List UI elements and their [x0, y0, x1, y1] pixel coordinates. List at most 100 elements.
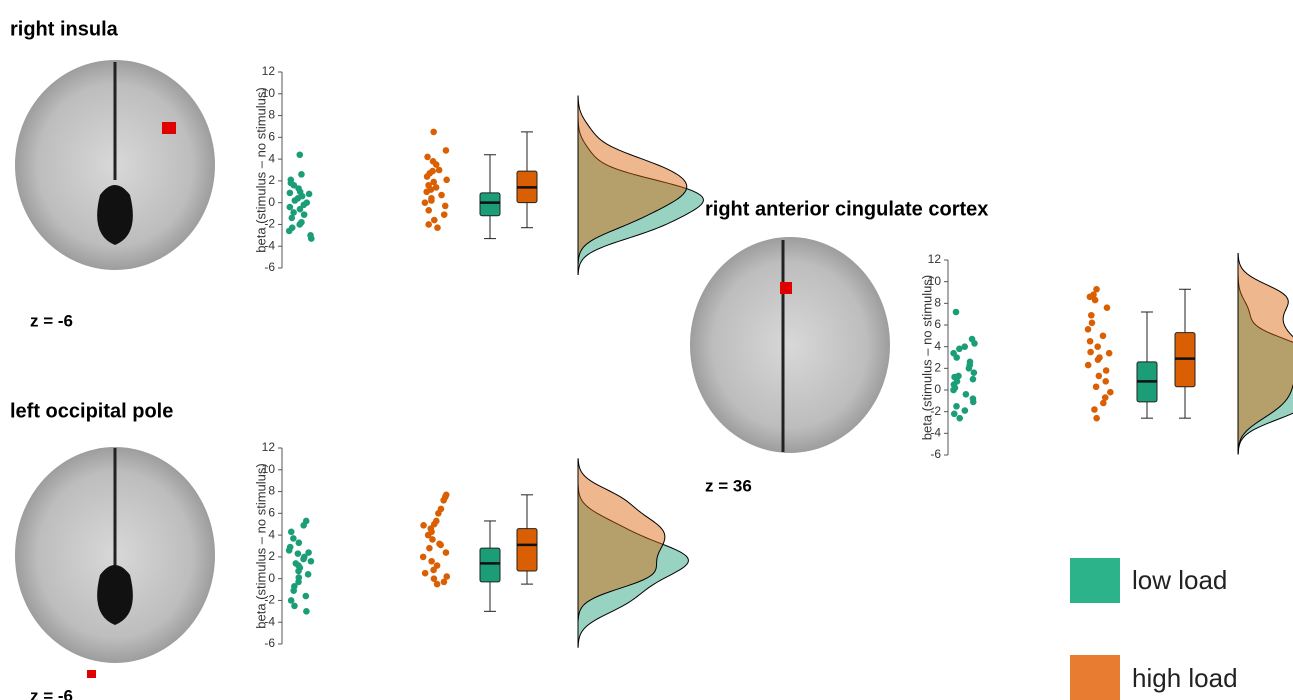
data-point — [951, 374, 958, 381]
data-point — [305, 571, 312, 578]
data-point — [441, 579, 448, 586]
data-point — [971, 369, 978, 376]
y-tick-label: -4 — [930, 426, 941, 440]
y-tick-label: 8 — [934, 296, 941, 310]
panel-title: left occipital pole — [10, 400, 173, 422]
brain-slice — [15, 60, 215, 270]
legend-swatch — [1070, 655, 1120, 700]
data-point — [970, 376, 977, 383]
data-point — [301, 211, 308, 218]
y-tick-label: -6 — [930, 447, 941, 461]
y-tick-label: -6 — [264, 636, 275, 650]
data-point — [425, 221, 432, 228]
slice-label: z = -6 — [30, 686, 73, 700]
data-point — [295, 568, 302, 575]
data-point — [953, 354, 960, 361]
data-point — [438, 192, 445, 199]
y-tick-label: 4 — [934, 339, 941, 353]
legend-label: high load — [1132, 663, 1238, 693]
data-point — [423, 188, 430, 195]
data-point — [425, 207, 432, 214]
data-point — [288, 215, 295, 222]
data-point — [971, 340, 978, 347]
y-tick-label: -6 — [264, 260, 275, 274]
data-point — [1102, 378, 1109, 385]
box — [480, 193, 500, 216]
figure: right insulaz = -6beta (stimulus – no st… — [0, 0, 1293, 700]
data-point — [443, 147, 450, 154]
data-point — [1104, 304, 1111, 311]
data-point — [429, 536, 436, 543]
data-point — [1087, 294, 1094, 301]
data-point — [288, 529, 295, 536]
data-point — [953, 309, 960, 316]
y-tick-label: 6 — [268, 506, 275, 520]
y-tick-label: 2 — [268, 549, 275, 563]
data-point — [286, 547, 293, 554]
data-point — [953, 403, 960, 410]
y-tick-label: -2 — [930, 404, 941, 418]
data-point — [434, 581, 441, 588]
data-point — [422, 570, 429, 577]
data-point — [290, 587, 297, 594]
data-point — [1094, 343, 1101, 350]
data-point — [298, 171, 305, 178]
y-tick-label: -2 — [264, 217, 275, 231]
data-point — [300, 556, 307, 563]
data-point — [962, 407, 969, 414]
brain-slice — [690, 237, 890, 453]
data-point — [287, 190, 294, 197]
slice-label: z = 36 — [705, 476, 752, 495]
data-point — [420, 522, 427, 529]
data-point — [950, 387, 957, 394]
y-tick-label: 10 — [262, 462, 276, 476]
data-point — [1103, 367, 1110, 374]
y-tick-label: 12 — [262, 64, 276, 78]
data-point — [430, 567, 437, 574]
data-point — [431, 217, 438, 224]
data-point — [1089, 320, 1096, 327]
y-tick-label: 0 — [268, 195, 275, 209]
y-tick-label: 2 — [268, 173, 275, 187]
y-tick-label: 10 — [262, 86, 276, 100]
y-tick-label: 8 — [268, 108, 275, 122]
data-point — [308, 558, 315, 565]
data-point — [303, 608, 310, 615]
data-point — [1091, 406, 1098, 413]
data-point — [424, 154, 431, 161]
data-point — [303, 593, 310, 600]
data-point — [420, 554, 427, 561]
data-point — [434, 224, 441, 231]
legend-label: low load — [1132, 565, 1227, 595]
data-point — [296, 151, 303, 158]
box — [517, 529, 537, 571]
y-tick-label: -4 — [264, 238, 275, 252]
data-point — [286, 228, 293, 235]
legend-swatch — [1070, 558, 1120, 603]
data-point — [295, 550, 302, 557]
data-point — [308, 235, 315, 242]
data-point — [1088, 312, 1095, 319]
data-point — [1093, 383, 1100, 390]
y-tick-label: 12 — [928, 252, 942, 266]
y-tick-label: 2 — [934, 361, 941, 375]
slice-label: z = -6 — [30, 311, 73, 330]
y-tick-label: 10 — [928, 274, 942, 288]
data-point — [424, 173, 431, 180]
data-point — [291, 603, 298, 610]
brain-slice — [15, 447, 215, 678]
data-point — [287, 204, 294, 211]
data-point — [426, 545, 433, 552]
data-point — [306, 191, 313, 198]
data-point — [428, 558, 435, 565]
data-point — [428, 197, 435, 204]
data-point — [429, 168, 436, 175]
y-tick-label: 0 — [934, 382, 941, 396]
data-point — [296, 221, 303, 228]
data-point — [435, 510, 442, 517]
y-tick-label: 8 — [268, 484, 275, 498]
panel-title: right insula — [10, 18, 119, 40]
data-point — [1087, 349, 1094, 356]
y-tick-label: -4 — [264, 614, 275, 628]
data-point — [288, 180, 295, 187]
